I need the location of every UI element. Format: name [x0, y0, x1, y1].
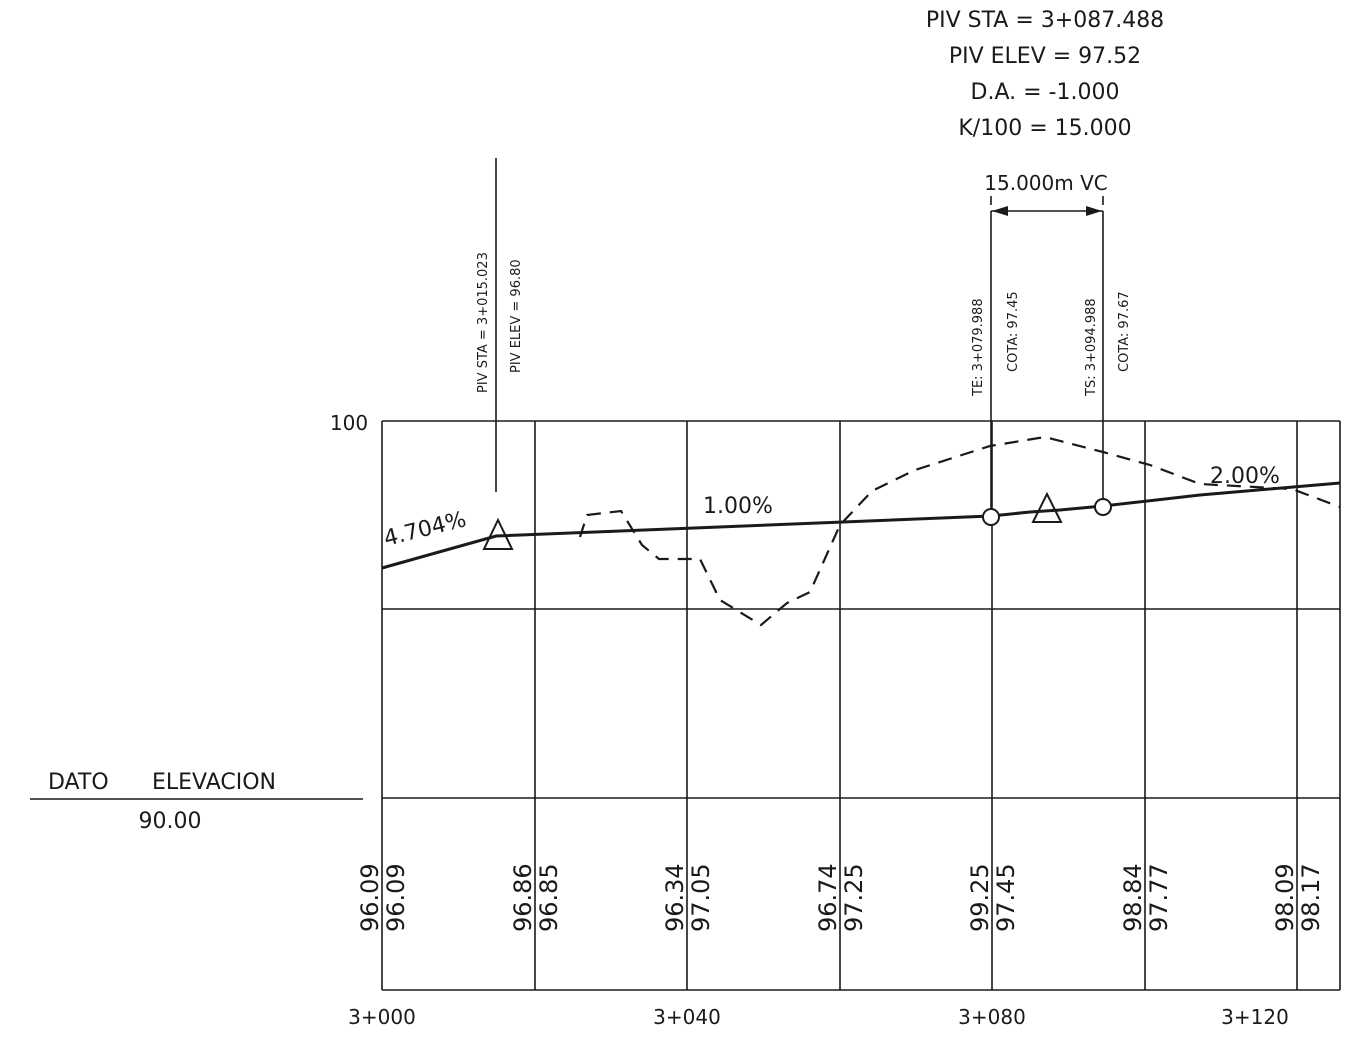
datum-label-elevacion: ELEVACION [152, 770, 276, 795]
ground-elevation-3+100: 98.84 [1119, 863, 1147, 932]
te-cota-label: COTA: 97.45 [1006, 291, 1021, 372]
vc-length-label: 15.000m VC [984, 171, 1107, 195]
ground-elevation-3+060: 96.74 [814, 863, 842, 932]
piv2-k-value: K/100 = 15.000 [958, 116, 1131, 141]
piv1-triangle-marker [482, 517, 514, 550]
grade-elevation-3+020: 96.85 [535, 863, 563, 932]
ground-elevation-3+040: 96.34 [661, 863, 689, 932]
station-axis-labels: 3+000 3+040 3+080 3+120 [348, 1005, 1289, 1029]
station-label-3+040: 3+040 [653, 1005, 721, 1029]
piv2-da: D.A. = -1.000 [971, 80, 1120, 105]
ground-elevation-3+080: 99.25 [966, 863, 994, 932]
ground-elevation-3+000: 96.09 [356, 863, 384, 932]
y-axis-top-label: 100 [330, 411, 368, 435]
grade-elevation-3+120: 98.17 [1297, 863, 1325, 932]
grade-elevation-3+100: 97.77 [1145, 863, 1173, 932]
station-label-3+080: 3+080 [958, 1005, 1026, 1029]
ground-elevation-3+120: 98.09 [1271, 863, 1299, 932]
piv2-elevation: PIV ELEV = 97.52 [949, 44, 1141, 69]
station-label-3+000: 3+000 [348, 1005, 416, 1029]
grade-elevation-3+060: 97.25 [840, 863, 868, 932]
grade-elevation-3+040: 97.05 [687, 863, 715, 932]
te-circle-marker [982, 508, 1000, 526]
ground-elevation-3+020: 96.86 [509, 863, 537, 932]
ts-station-label: TS: 3+094.988 [1084, 298, 1099, 397]
vc-dim-arrow-left [992, 206, 1008, 216]
datum-label-dato: DATO [48, 770, 109, 795]
station-label-3+120: 3+120 [1221, 1005, 1289, 1029]
ts-cota-label: COTA: 97.67 [1117, 291, 1132, 372]
piv2-station: PIV STA = 3+087.488 [926, 8, 1164, 33]
grade-label-2: 1.00% [703, 494, 773, 519]
grade-elevation-3+000: 96.09 [382, 863, 410, 932]
datum-value: 90.00 [139, 809, 202, 834]
piv1-station-label: PIV STA = 3+015.023 [476, 252, 491, 393]
piv2-triangle-marker [1031, 491, 1063, 523]
station-gridlines [534, 421, 1298, 990]
vc-dim-arrow-right [1086, 206, 1102, 216]
ts-circle-marker [1094, 498, 1112, 516]
piv1-elevation-label: PIV ELEV = 96.80 [509, 259, 524, 373]
grade-label-3: 2.00% [1210, 464, 1280, 489]
grade-elevation-3+080: 97.45 [992, 863, 1020, 932]
te-station-label: TE: 3+079.988 [971, 298, 986, 397]
grade-label-1: 4.704% [381, 507, 468, 552]
existing-ground-line [578, 435, 1341, 627]
proposed-grade-line [381, 481, 1341, 570]
